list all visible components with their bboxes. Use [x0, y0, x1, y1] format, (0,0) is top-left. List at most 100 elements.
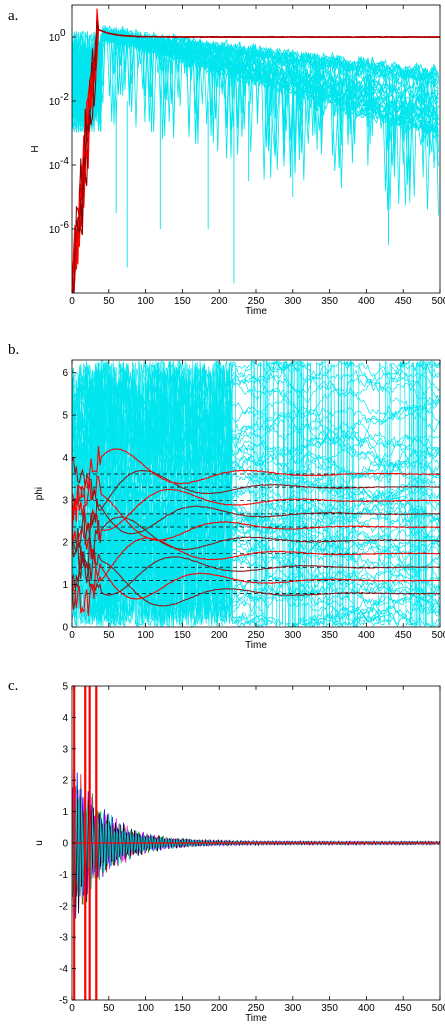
x-axis-label: Time — [245, 306, 267, 317]
panel-a-letter: a. — [8, 8, 19, 24]
cyan-series-line — [72, 361, 440, 625]
x-tick-label: 50 — [103, 296, 115, 307]
x-tick-label: 250 — [248, 630, 265, 641]
x-tick-label: 450 — [395, 296, 412, 307]
red-series-line — [72, 537, 440, 617]
y-tick-exponent: -6 — [60, 220, 69, 231]
red-series-line — [72, 457, 440, 535]
y-tick-label: 1 — [62, 580, 68, 591]
red-series-line — [72, 516, 440, 588]
panel-b-letter: b. — [8, 342, 20, 358]
red-series-line — [72, 446, 440, 521]
y-tick-label: 4 — [62, 713, 68, 724]
cyan-series-line — [72, 31, 439, 172]
x-tick-label: 300 — [284, 296, 301, 307]
y-tick-label: 0 — [62, 623, 68, 634]
y-tick-label: 6 — [62, 368, 68, 379]
x-tick-label: 500 — [432, 1003, 445, 1014]
y-tick-label: 5 — [62, 682, 68, 693]
x-tick-label: 400 — [358, 1003, 375, 1014]
y-tick-label: 2 — [62, 538, 68, 549]
cyan-series-line — [72, 360, 440, 626]
x-tick-label: 350 — [321, 1003, 338, 1014]
x-tick-label: 100 — [137, 630, 154, 641]
x-tick-label: 50 — [103, 1003, 115, 1014]
x-tick-label: 300 — [284, 1003, 301, 1014]
x-axis-label: Time — [245, 640, 267, 651]
x-tick-label: 350 — [321, 630, 338, 641]
cyan-series-line — [72, 29, 439, 150]
cyan-series-line — [72, 361, 440, 627]
x-tick-label: 100 — [137, 1003, 154, 1014]
y-tick-base: 10 — [49, 97, 61, 108]
y-tick-label: 5 — [62, 411, 68, 422]
cyan-series-line — [72, 365, 440, 625]
x-tick-label: 50 — [103, 630, 115, 641]
y-tick-label: 1 — [62, 807, 68, 818]
x-tick-label: 350 — [321, 296, 338, 307]
red-series-line — [72, 547, 440, 610]
red-series-line — [72, 470, 440, 554]
cyan-series-line — [72, 360, 440, 627]
x-tick-label: 150 — [174, 630, 191, 641]
cyan-series-line — [72, 362, 440, 626]
cyan-series-line — [72, 374, 440, 599]
y-tick-label: -2 — [59, 901, 68, 912]
x-tick-label: 500 — [432, 296, 445, 307]
x-tick-label: 450 — [395, 1003, 412, 1014]
y-tick-label: 3 — [62, 744, 68, 755]
panel-b-series — [72, 360, 440, 627]
panel-a-series — [72, 8, 440, 293]
y-tick-label: 0 — [62, 839, 68, 850]
cyan-series-line — [72, 25, 439, 179]
x-tick-label: 400 — [358, 296, 375, 307]
cyan-series-line — [72, 363, 440, 619]
red-series-line — [72, 533, 440, 597]
x-tick-label: 200 — [211, 296, 228, 307]
cyan-series-line — [72, 364, 440, 627]
x-tick-label: 400 — [358, 630, 375, 641]
y-tick-exponent: 0 — [60, 28, 66, 39]
x-tick-label: 150 — [174, 296, 191, 307]
y-tick-exponent: -2 — [60, 92, 69, 103]
y-tick-base: 10 — [49, 225, 61, 236]
x-tick-label: 0 — [69, 296, 75, 307]
x-tick-label: 250 — [248, 1003, 265, 1014]
cyan-series-line — [72, 26, 439, 131]
cyan-series-line — [72, 360, 440, 627]
cyan-series-line — [72, 361, 440, 627]
cyan-series-line — [72, 27, 439, 160]
panel-c-series — [72, 686, 440, 1000]
y-tick-base: 10 — [49, 161, 61, 172]
y-axis-label: phi — [34, 487, 45, 500]
x-tick-label: 450 — [395, 630, 412, 641]
cyan-series-line — [72, 364, 440, 627]
y-tick-exponent: -4 — [60, 156, 69, 167]
red-series-line — [73, 21, 440, 293]
y-axis-label: H — [30, 145, 41, 152]
x-tick-label: 500 — [432, 630, 445, 641]
y-tick-label: 3 — [62, 495, 68, 506]
cyan-series-line — [72, 361, 440, 624]
panel-c-letter: c. — [8, 678, 19, 694]
y-tick-label: -5 — [59, 996, 68, 1007]
y-tick-label: -3 — [59, 933, 68, 944]
red-series-line — [72, 488, 440, 542]
cyan-series-line — [72, 362, 440, 622]
x-tick-label: 300 — [284, 630, 301, 641]
x-tick-label: 0 — [69, 630, 75, 641]
x-tick-label: 200 — [211, 1003, 228, 1014]
red-series-line — [72, 474, 440, 541]
y-tick-label: 2 — [62, 776, 68, 787]
x-tick-label: 200 — [211, 630, 228, 641]
x-tick-label: 100 — [137, 296, 154, 307]
y-tick-label: 4 — [62, 453, 68, 464]
y-axis-label: u — [34, 840, 45, 846]
red-series-line — [72, 526, 440, 600]
y-tick-label: -4 — [59, 964, 68, 975]
x-tick-label: 150 — [174, 1003, 191, 1014]
x-tick-label: 250 — [248, 296, 265, 307]
y-tick-base: 10 — [49, 33, 61, 44]
x-axis-label: Time — [245, 1013, 267, 1024]
